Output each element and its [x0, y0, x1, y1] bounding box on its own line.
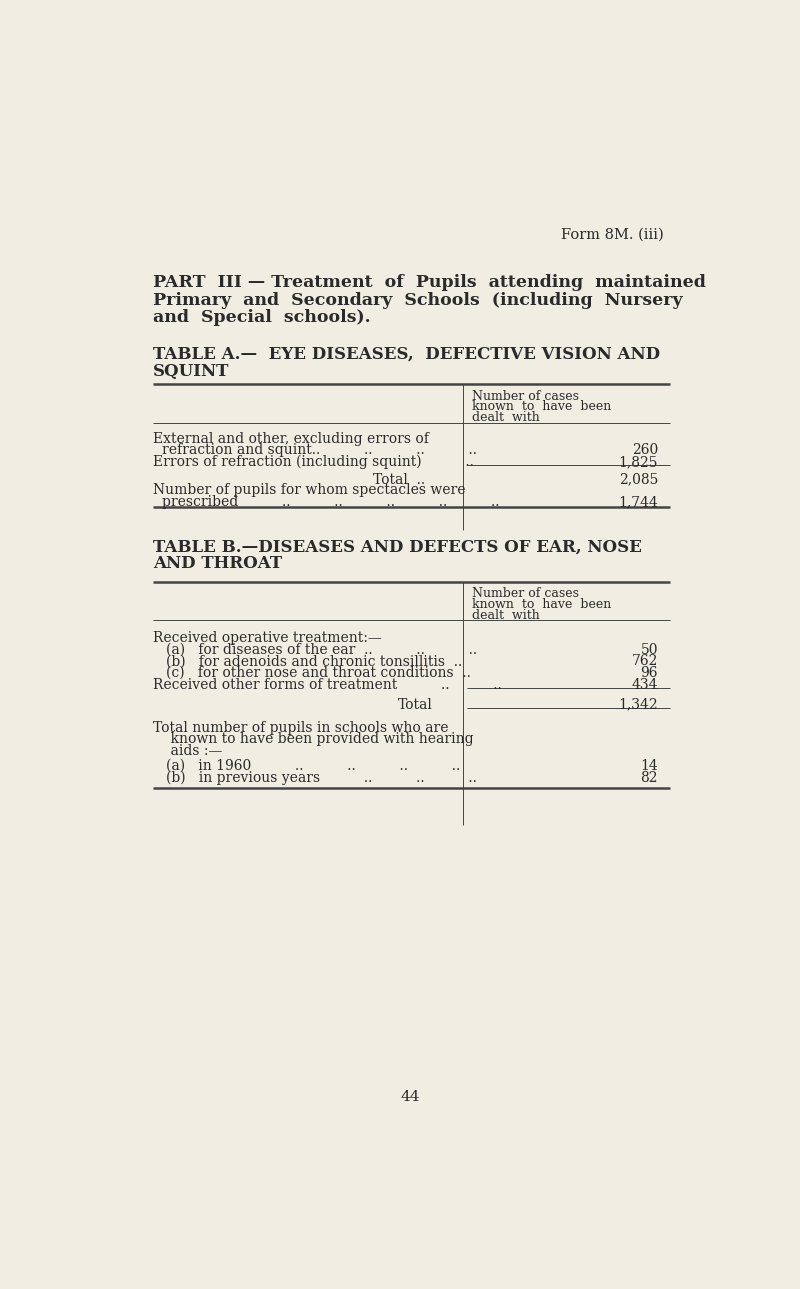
- Text: Received operative treatment:—: Received operative treatment:—: [153, 630, 382, 644]
- Text: 44: 44: [400, 1090, 420, 1105]
- Text: (b)   in previous years          ..          ..          ..: (b) in previous years .. .. ..: [166, 771, 477, 785]
- Text: dealt  with: dealt with: [472, 608, 540, 623]
- Text: SQUINT: SQUINT: [153, 362, 229, 379]
- Text: and  Special  schools).: and Special schools).: [153, 309, 370, 326]
- Text: 96: 96: [641, 666, 658, 681]
- Text: 82: 82: [641, 771, 658, 785]
- Text: 50: 50: [641, 643, 658, 657]
- Text: 2,085: 2,085: [618, 473, 658, 487]
- Text: Number of cases: Number of cases: [472, 588, 579, 601]
- Text: (c)   for other nose and throat conditions  ..: (c) for other nose and throat conditions…: [166, 666, 470, 681]
- Text: known to have been provided with hearing: known to have been provided with hearing: [153, 732, 474, 746]
- Text: 1,342: 1,342: [618, 697, 658, 712]
- Text: Errors of refraction (including squint)          ..: Errors of refraction (including squint) …: [153, 455, 474, 469]
- Text: Total  ..: Total ..: [374, 473, 426, 487]
- Text: TABLE A.—  EYE DISEASES,  DEFECTIVE VISION AND: TABLE A.— EYE DISEASES, DEFECTIVE VISION…: [153, 345, 660, 362]
- Text: known  to  have  been: known to have been: [472, 598, 611, 611]
- Text: Received other forms of treatment          ..          ..: Received other forms of treatment .. ..: [153, 678, 502, 691]
- Text: 1,825: 1,825: [618, 455, 658, 469]
- Text: aids :—: aids :—: [153, 744, 222, 758]
- Text: 1,744: 1,744: [618, 495, 658, 509]
- Text: AND THROAT: AND THROAT: [153, 556, 282, 572]
- Text: Form 8M. (iii): Form 8M. (iii): [561, 228, 664, 242]
- Text: Total: Total: [398, 697, 434, 712]
- Text: Number of pupils for whom spectacles were: Number of pupils for whom spectacles wer…: [153, 483, 466, 498]
- Text: known  to  have  been: known to have been: [472, 401, 611, 414]
- Text: (b)   for adenoids and chronic tonsillitis  ..: (b) for adenoids and chronic tonsillitis…: [166, 655, 462, 669]
- Text: Primary  and  Secondary  Schools  (including  Nursery: Primary and Secondary Schools (including…: [153, 291, 682, 309]
- Text: TABLE B.—DISEASES AND DEFECTS OF EAR, NOSE: TABLE B.—DISEASES AND DEFECTS OF EAR, NO…: [153, 538, 642, 556]
- Text: (a)   in 1960          ..          ..          ..          ..: (a) in 1960 .. .. .. ..: [166, 759, 460, 773]
- Text: refraction and squint..          ..          ..          ..: refraction and squint.. .. .. ..: [162, 443, 477, 458]
- Text: (a)   for diseases of the ear  ..          ..          ..: (a) for diseases of the ear .. .. ..: [166, 643, 477, 657]
- Text: External and other, excluding errors of: External and other, excluding errors of: [153, 432, 429, 446]
- Text: 260: 260: [632, 443, 658, 458]
- Text: dealt  with: dealt with: [472, 411, 540, 424]
- Text: 762: 762: [632, 655, 658, 669]
- Text: 434: 434: [631, 678, 658, 691]
- Text: PART  III — Treatment  of  Pupils  attending  maintained: PART III — Treatment of Pupils attending…: [153, 275, 706, 291]
- Text: prescribed          ..          ..          ..          ..          ..: prescribed .. .. .. .. ..: [162, 495, 499, 509]
- Text: Total number of pupils in schools who are: Total number of pupils in schools who ar…: [153, 721, 448, 735]
- Text: Number of cases: Number of cases: [472, 389, 579, 402]
- Text: 14: 14: [640, 759, 658, 773]
